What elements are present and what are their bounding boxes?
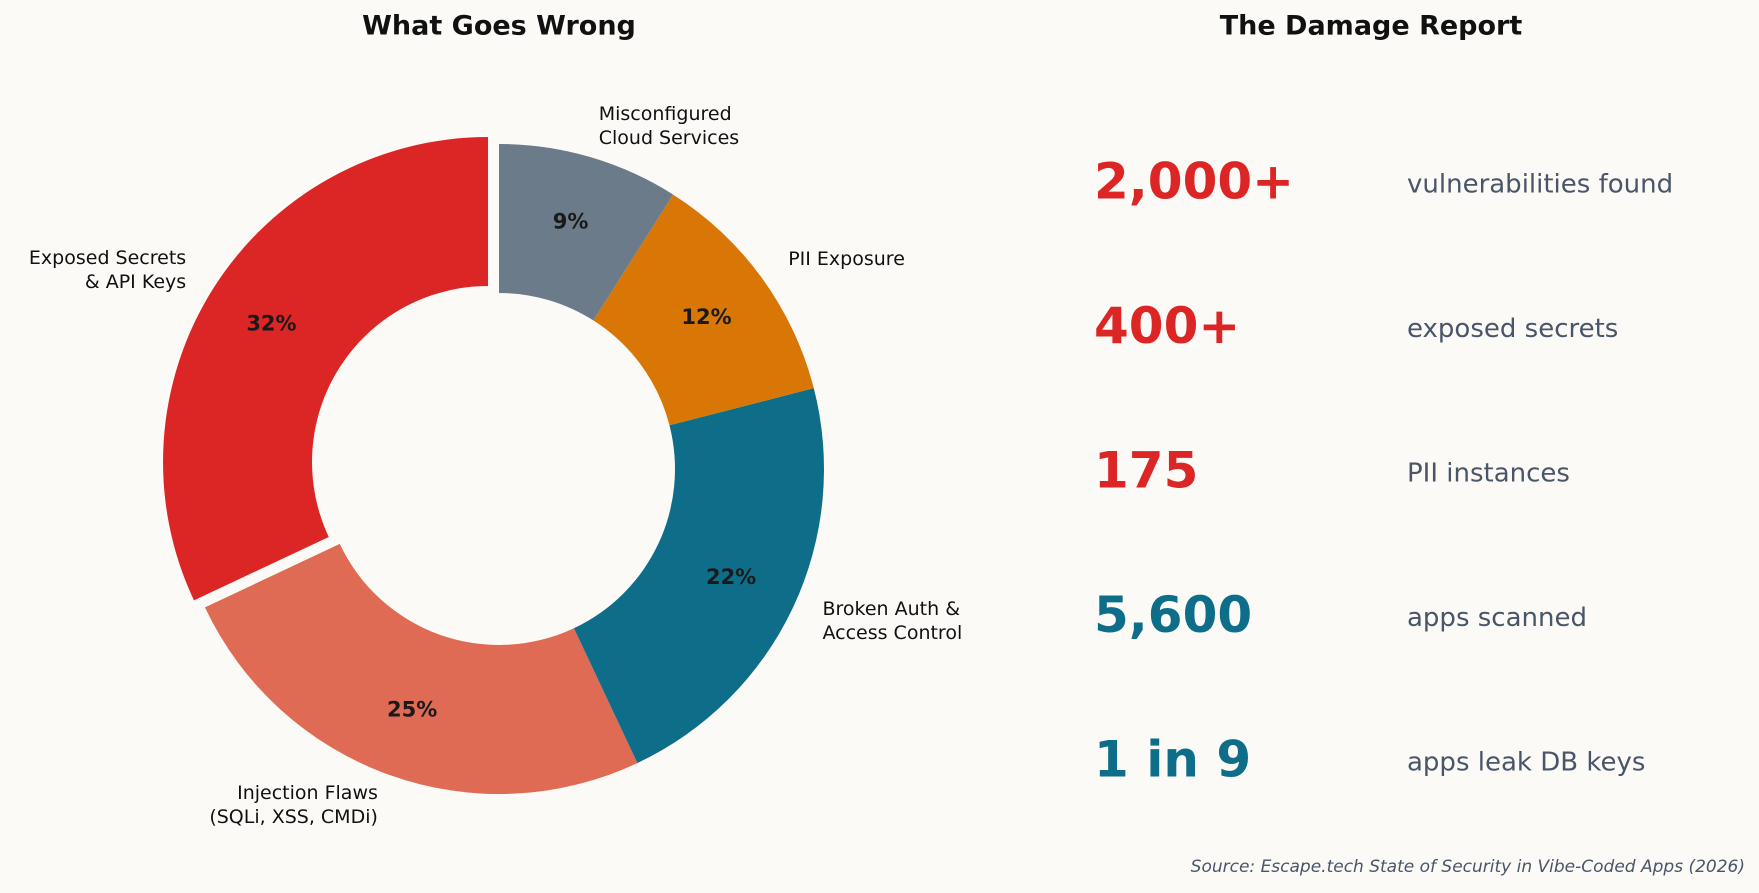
stat-label: PII instances xyxy=(1407,459,1570,489)
category-label: Injection Flaws (SQLi, XSS, CMDi) xyxy=(209,782,378,829)
donut-wedge xyxy=(204,543,638,795)
stat-value: 2,000+ xyxy=(1094,153,1294,211)
stat-value: 1 in 9 xyxy=(1094,731,1251,789)
stat-value: 5,600 xyxy=(1094,586,1252,644)
stat-value: 175 xyxy=(1094,442,1198,500)
value-label: 9% xyxy=(553,210,589,234)
donut-wedge xyxy=(499,144,674,321)
stat-label: apps scanned xyxy=(1407,603,1587,633)
value-label: 22% xyxy=(706,565,756,589)
stat-label: apps leak DB keys xyxy=(1407,748,1645,778)
stat-value: 400+ xyxy=(1094,297,1240,355)
chart-title: What Goes Wrong xyxy=(362,11,636,42)
donut-wedge xyxy=(593,194,814,426)
value-label: 32% xyxy=(246,312,296,336)
category-label: Exposed Secrets & API Keys xyxy=(28,247,187,294)
donut-wedge xyxy=(573,388,824,764)
value-label: 25% xyxy=(387,697,437,721)
donut-wedge xyxy=(163,137,489,601)
stat-label: vulnerabilities found xyxy=(1407,170,1673,200)
value-label: 12% xyxy=(681,305,731,329)
stat-label: exposed secrets xyxy=(1407,314,1618,344)
stats-title: The Damage Report xyxy=(1220,11,1523,42)
category-label: Broken Auth & Access Control xyxy=(822,598,963,645)
category-label: PII Exposure xyxy=(788,247,905,270)
source: Source: Escape.tech State of Security in… xyxy=(1191,857,1745,877)
category-label: Misconfigured Cloud Services xyxy=(598,102,740,149)
